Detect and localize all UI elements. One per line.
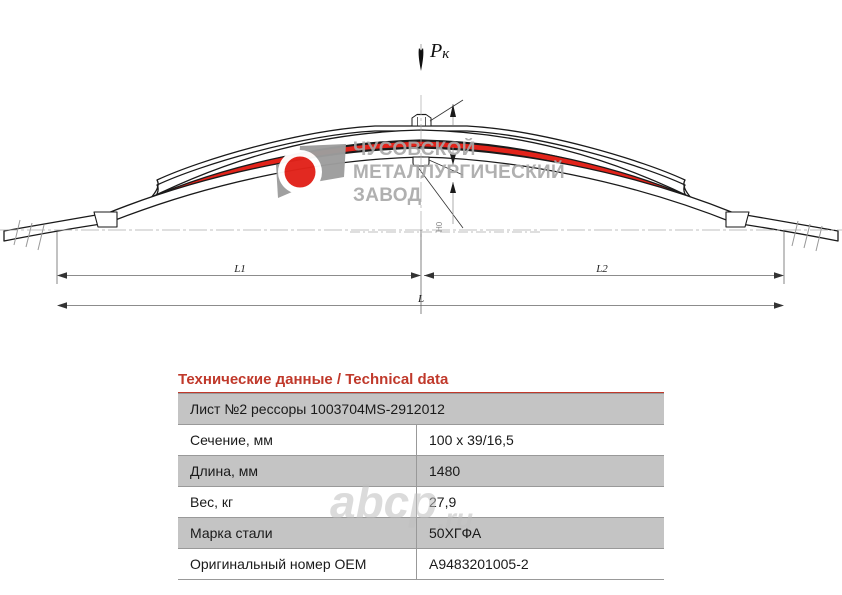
- svg-text:ЗАВОД: ЗАВОД: [353, 185, 422, 206]
- svg-text:L2: L2: [595, 263, 608, 275]
- svg-text:Pк: Pк: [429, 40, 450, 62]
- svg-text:L: L: [417, 293, 424, 305]
- svg-text:L1: L1: [233, 263, 246, 275]
- svg-text:H0: H0: [435, 221, 444, 232]
- svg-text:МЕТАЛЛУРГИЧЕСКИЙ: МЕТАЛЛУРГИЧЕСКИЙ: [353, 161, 565, 183]
- svg-text:ЧУСОВСКОЙ: ЧУСОВСКОЙ: [353, 138, 476, 160]
